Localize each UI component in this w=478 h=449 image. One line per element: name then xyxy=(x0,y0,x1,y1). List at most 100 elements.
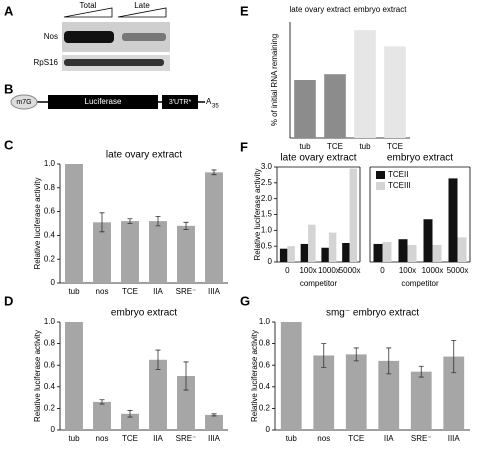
x-tick-label: IIA xyxy=(384,434,394,443)
bar xyxy=(177,376,195,430)
error-bar xyxy=(99,212,105,233)
chart-title: smg⁻ embryo extract xyxy=(326,308,419,319)
y-tick-label: 0.2 xyxy=(44,404,56,413)
blot: Total Late Nos RpS16 xyxy=(34,1,170,71)
y-tick-label: 2.0 xyxy=(261,194,273,203)
row-label: RpS16 xyxy=(34,58,59,67)
bar xyxy=(349,168,358,262)
bar xyxy=(65,164,83,283)
bar xyxy=(354,30,376,138)
panel-label: C xyxy=(4,137,14,152)
error-bar xyxy=(127,410,133,418)
x-tick-label: 100x xyxy=(299,266,316,275)
x-tick-label: IIIA xyxy=(208,434,221,443)
bar xyxy=(410,371,432,430)
y-tick-label: 0.8 xyxy=(44,183,56,192)
utr: 3'UTR* xyxy=(169,99,192,106)
x-tick-label: IIIA xyxy=(208,287,221,296)
bar xyxy=(280,322,302,430)
y-tick-label: 0 xyxy=(266,425,271,434)
x-tick-label: tub xyxy=(286,434,298,443)
bar xyxy=(177,225,195,283)
chart-title: embryo extract xyxy=(387,153,453,164)
bar xyxy=(382,242,392,262)
bar xyxy=(321,247,329,262)
bar xyxy=(294,80,316,138)
orf: Luciferase xyxy=(85,97,122,106)
x-axis-label: competitor xyxy=(300,279,338,288)
x-tick-label: 5000x xyxy=(339,266,361,275)
x-tick-label: 5000x xyxy=(447,266,469,275)
bar xyxy=(398,239,408,262)
panel-label: E xyxy=(240,3,249,18)
error-bar xyxy=(127,218,133,224)
x-tick-label: tub xyxy=(68,287,80,296)
x-tick-label: nos xyxy=(317,434,330,443)
error-bar xyxy=(386,347,392,375)
x-tick-label: 100x xyxy=(399,266,416,275)
tail: A xyxy=(206,97,212,106)
x-tick-label: nos xyxy=(96,434,109,443)
y-tick-label: 0.4 xyxy=(44,382,56,391)
x-tick-label: 0 xyxy=(380,266,385,275)
y-axis-label: % of initial RNA remaining xyxy=(270,34,279,126)
bar xyxy=(308,224,316,262)
bar xyxy=(407,244,417,262)
panel-label: B xyxy=(4,81,13,96)
y-axis-label: Relative luciferase activity xyxy=(33,177,42,269)
x-tick-label: SRE⁻ xyxy=(176,287,197,296)
error-bar xyxy=(99,399,105,405)
x-tick-label: TCE xyxy=(348,434,364,443)
error-bar xyxy=(183,361,189,391)
y-tick-label: 1.5 xyxy=(261,210,273,219)
bar xyxy=(432,244,442,262)
error-bar xyxy=(183,221,189,230)
y-tick-label: 0.4 xyxy=(44,231,56,240)
bar xyxy=(121,413,139,430)
y-tick-label: 0.8 xyxy=(44,339,56,348)
x-tick-label: IIA xyxy=(153,434,163,443)
bar xyxy=(328,232,337,262)
bar xyxy=(345,354,367,430)
y-tick-label: 0 xyxy=(268,257,273,266)
x-tick-label: tub xyxy=(68,434,80,443)
bar xyxy=(149,221,167,283)
panel-label: G xyxy=(240,293,250,308)
x-tick-label: TCE xyxy=(327,142,343,151)
bar xyxy=(423,219,433,262)
x-axis-label: competitor xyxy=(401,279,439,288)
bar xyxy=(443,356,465,430)
error-bar xyxy=(211,169,217,176)
error-bar xyxy=(155,215,161,227)
bar xyxy=(378,360,400,430)
group-label: late ovary extract xyxy=(290,5,352,14)
legend-swatch xyxy=(376,171,385,179)
bar xyxy=(65,322,83,430)
bar xyxy=(324,74,346,138)
legend-label: TCEII xyxy=(388,170,408,179)
error-bar xyxy=(353,347,359,362)
bar xyxy=(205,414,223,430)
tail-length: 35 xyxy=(212,104,219,110)
x-tick-label: SRE⁻ xyxy=(411,434,432,443)
x-tick-label: IIA xyxy=(153,287,163,296)
x-tick-label: SRE⁻ xyxy=(176,434,197,443)
x-tick-label: TCE xyxy=(122,434,138,443)
y-tick-label: 0.2 xyxy=(44,254,56,263)
lane-label: Total xyxy=(80,1,97,10)
x-tick-label: tub xyxy=(359,142,371,151)
bar xyxy=(93,401,111,430)
y-tick-label: 1.0 xyxy=(44,159,56,168)
bar xyxy=(457,237,467,262)
cap: m7G xyxy=(16,99,31,106)
x-tick-label: tub xyxy=(299,142,311,151)
x-tick-label: IIIA xyxy=(448,434,461,443)
y-tick-label: 3.0 xyxy=(261,162,273,171)
lane-label: Late xyxy=(134,1,150,10)
x-tick-label: 1000x xyxy=(422,266,444,275)
bar xyxy=(287,246,295,262)
y-tick-label: 1.0 xyxy=(259,317,271,326)
bar xyxy=(300,243,309,262)
chart-title: late ovary extract xyxy=(106,150,182,161)
